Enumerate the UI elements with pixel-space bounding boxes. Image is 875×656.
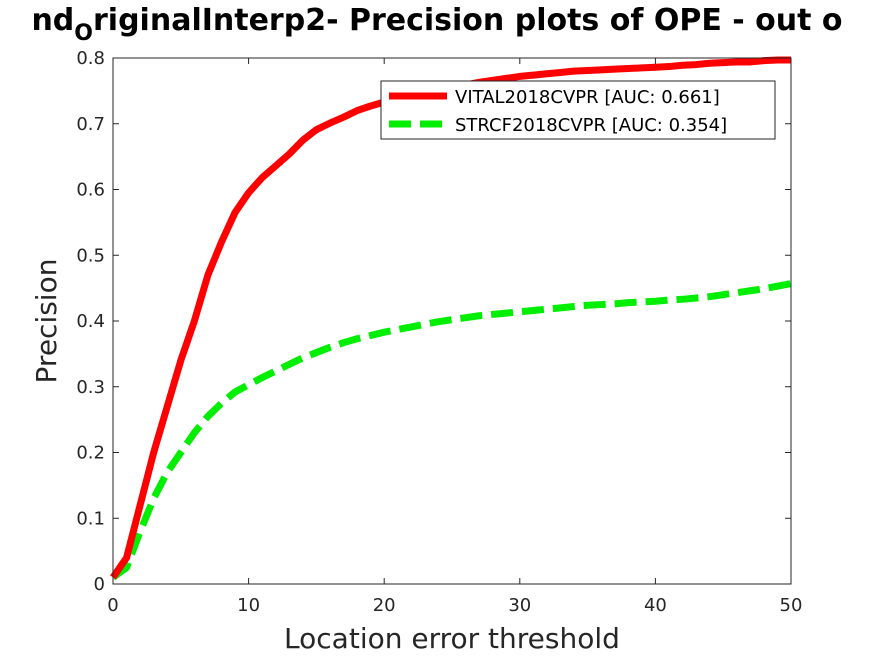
y-tick-label: 0.4 [76,311,105,332]
y-tick-label: 0.2 [76,443,105,464]
x-tick-label: 10 [237,595,260,616]
x-tick-label: 40 [644,595,667,616]
y-axis: 0 0.1 0.2 0.3 0.4 0.5 0.6 0.7 0.8 [76,48,791,595]
x-tick-label: 20 [373,595,396,616]
chart-title-subscript: O [74,21,93,46]
y-tick-label: 0.1 [76,508,105,529]
y-tick-label: 0.7 [76,114,105,135]
y-tick-label: 0.8 [76,48,105,69]
x-axis-label: Location error threshold [284,622,620,655]
legend-label-strcf: STRCF2018CVPR [AUC: 0.354] [455,115,727,136]
x-tick-label: 50 [780,595,803,616]
chart-title-part-1: nd [31,3,74,38]
plot-area [113,58,791,584]
y-axis-label: Precision [30,259,63,384]
x-tick-label: 30 [508,595,531,616]
y-tick-label: 0.3 [76,377,105,398]
y-tick-label: 0.5 [76,245,105,266]
series-line-strcf [110,280,792,581]
y-tick-label: 0 [94,574,105,595]
legend-label-vital: VITAL2018CVPR [AUC: 0.661] [455,87,720,108]
y-tick-label: 0.6 [76,180,105,201]
x-tick-label: 0 [107,595,118,616]
chart-title: ndOriginalInterp2- Precision plots of OP… [31,3,842,46]
x-axis: 0 10 20 30 40 50 [107,58,802,616]
legend-box [380,80,776,140]
legend: VITAL2018CVPR [AUC: 0.661] STRCF2018CVPR… [380,80,776,140]
chart-title-part-3: riginalInterp2- Precision plots of OPE -… [93,3,843,38]
